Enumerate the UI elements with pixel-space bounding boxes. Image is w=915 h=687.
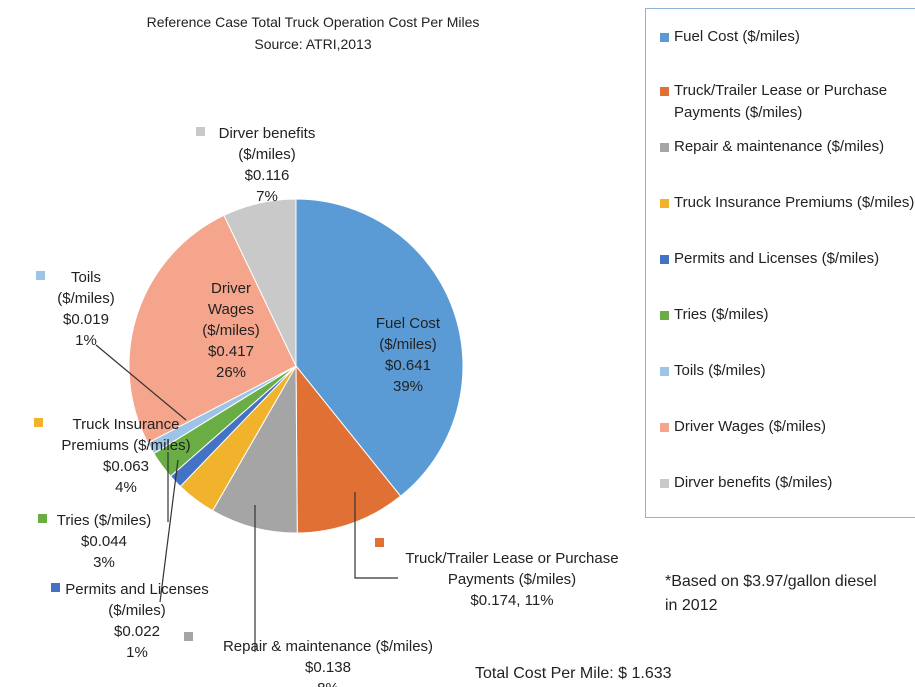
percent-label: 1% [75, 332, 97, 349]
category-label: Fuel Cost ($/miles) [375, 315, 441, 353]
note: *Based on $3.97/gallon diesel in 2012 [665, 573, 877, 614]
legend-label: Driver Wages ($/miles) [674, 418, 826, 435]
legend-label: Dirver benefits ($/miles) [674, 474, 833, 491]
leader-line [95, 344, 187, 421]
percent-label: 26% [215, 364, 247, 381]
pie-slice [211, 364, 298, 534]
value-label: $0.641 [385, 357, 431, 374]
category-label: Permits and Licenses ($/miles) [65, 581, 209, 619]
pie-slice [128, 214, 297, 444]
total-note: Total Cost Per Mile: $ 1.633 [475, 665, 672, 682]
legend-label: Fuel Cost ($/miles) [674, 28, 800, 45]
category-label: Toils ($/miles) [57, 269, 115, 307]
data-label: Fuel Cost ($/miles) $0.641 39% [353, 313, 463, 397]
value-label: $0.044 [81, 533, 127, 550]
label-key [196, 127, 205, 136]
leader-lines [95, 344, 398, 652]
value-label: $0.417 [208, 343, 254, 360]
percent-label: 39% [392, 378, 424, 395]
category-label: Dirver benefits ($/miles) [218, 125, 316, 163]
category-label: Truck Insurance Premiums ($/miles) [61, 416, 191, 454]
label-key [34, 418, 43, 427]
percent-label: 7% [256, 188, 278, 205]
data-label: Truck Insurance Premiums ($/miles) $0.063… [46, 414, 206, 498]
data-label: Toils ($/miles) $0.019 1% [41, 267, 131, 351]
value-label: $0.174, [470, 592, 521, 609]
legend-key [660, 479, 669, 488]
pie-slice [295, 198, 464, 497]
percent-label: 1% [126, 644, 148, 661]
data-label: Driver Wages ($/miles) $0.417 26% [186, 278, 276, 383]
category-label: Truck/Trailer Lease or Purchase Payments… [405, 550, 619, 588]
chart [95, 198, 464, 652]
data-label: Tries ($/miles) $0.044 3% [34, 510, 174, 573]
legend-key [660, 367, 669, 376]
percent-label: 8% [193, 678, 463, 687]
label-key [36, 271, 45, 280]
legend-key [660, 423, 669, 432]
data-label: Truck/Trailer Lease or Purchase Payments… [387, 548, 637, 611]
data-label: Dirver benefits ($/miles) $0.116 7% [192, 123, 342, 207]
value-label: $0.019 [63, 311, 109, 328]
value-row: $0.174, 11% [387, 590, 637, 611]
legend-key [660, 143, 669, 152]
leader-line [159, 459, 179, 603]
legend-label: Truck Insurance Premiums ($/miles) [674, 194, 915, 211]
percent-label: 11% [524, 592, 554, 609]
category-label: Repair & maintenance ($/miles) [222, 638, 434, 655]
label-key [38, 514, 47, 523]
legend-label: Tries ($/miles) [674, 306, 769, 323]
data-label: Permits and Licenses ($/miles) $0.022 1% [62, 579, 212, 663]
category-label: Tries ($/miles) [56, 512, 152, 529]
legend-key [660, 255, 669, 264]
value-label: $0.063 [103, 458, 149, 475]
category-label: Driver Wages ($/miles) [202, 280, 260, 339]
pie-slice [223, 198, 297, 367]
legend-label: Toils ($/miles) [674, 362, 766, 379]
legend-key [660, 33, 669, 42]
data-label: Repair & maintenance ($/miles) $0.138 8% [193, 636, 463, 687]
legend-key [660, 199, 669, 208]
percent-label: 3% [93, 554, 115, 571]
chart-title: Reference Case Total Truck Operation Cos… [146, 14, 480, 30]
legend: Fuel Cost ($/miles) Truck/Trailer Lease o… [645, 8, 915, 518]
label-key [184, 632, 193, 641]
percent-label: 4% [115, 479, 137, 496]
legend-label: Permits and Licenses ($/miles) [674, 250, 880, 267]
pie-slice [295, 364, 402, 534]
leader-line [354, 492, 398, 579]
value-label: $0.138 [305, 659, 351, 676]
value-label: $0.022 [114, 623, 160, 640]
legend-label: Truck/Trailer Lease or Purchase Payments… [674, 82, 888, 121]
value-label: $0.116 [244, 167, 290, 184]
label-key [51, 583, 60, 592]
legend-label: Repair & maintenance ($/miles) [674, 138, 885, 155]
chart-subtitle: Source: ATRI,2013 [254, 36, 372, 52]
label-key [375, 538, 384, 547]
legend-key [660, 311, 669, 320]
legend-key [660, 87, 669, 96]
